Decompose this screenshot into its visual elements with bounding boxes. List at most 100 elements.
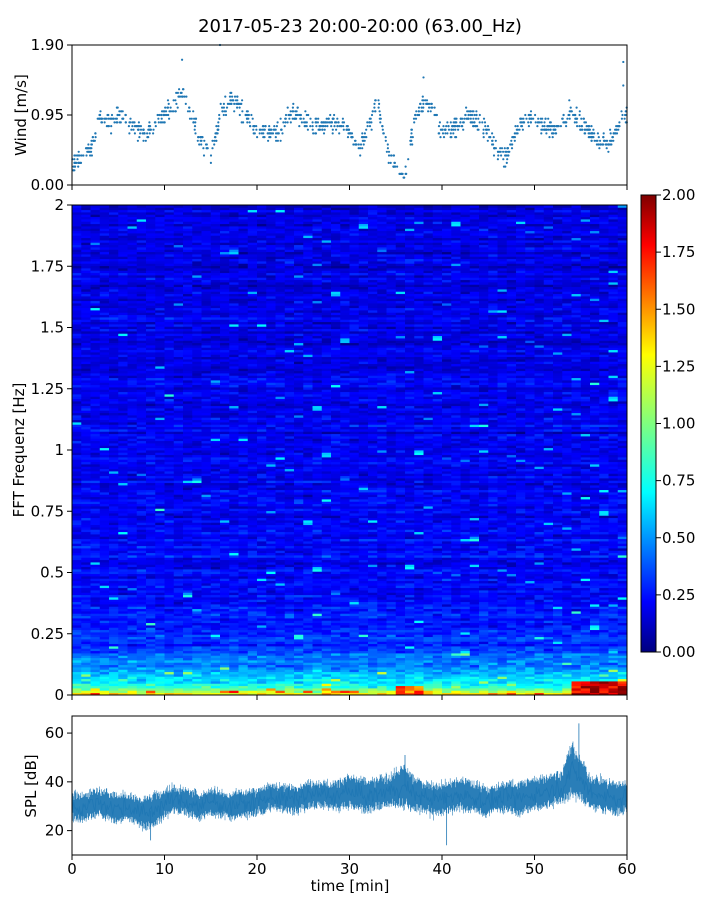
- spectrogram-cell: [81, 548, 91, 551]
- wind-point: [246, 110, 249, 113]
- spectrogram-cell: [164, 597, 175, 600]
- wind-point: [446, 132, 449, 135]
- spectrogram-cell: [192, 543, 202, 547]
- spectrogram-cell: [99, 543, 110, 547]
- spectrogram-cell: [506, 613, 517, 617]
- spectrogram-cell: [109, 629, 119, 633]
- spectrogram-cell: [99, 611, 110, 614]
- spectrogram-cell: [506, 545, 517, 549]
- spectrogram-cell: [118, 678, 128, 682]
- spectrogram-cell: [238, 543, 249, 547]
- spectrogram-cell: [127, 611, 138, 614]
- spectrogram-cell: [155, 599, 165, 603]
- spectrogram-cell: [173, 580, 184, 584]
- wind-point: [437, 125, 441, 128]
- spectrogram-cell: [81, 653, 91, 656]
- spectrogram-cell: [553, 590, 563, 593]
- spectrogram-cell: [109, 615, 119, 619]
- wind-point: [213, 143, 216, 146]
- spectrogram-cell: [266, 608, 276, 612]
- spectrogram-cell: [525, 657, 535, 661]
- spectrogram-cell: [173, 613, 184, 617]
- spectrogram-cell: [349, 606, 360, 610]
- wind-point: [483, 121, 487, 124]
- spectrogram-cell: [405, 627, 415, 631]
- spectrogram-cell: [442, 683, 452, 687]
- wind-point: [249, 125, 252, 128]
- spectrogram-cell: [192, 636, 202, 640]
- wind-point: [209, 161, 212, 164]
- spectrogram-cell: [164, 604, 175, 607]
- spectrogram-cell: [294, 625, 304, 628]
- spectrogram-cell: [506, 608, 517, 612]
- spectrogram-cell: [275, 592, 286, 596]
- wind-point: [439, 136, 442, 139]
- spectrogram-cell: [210, 627, 221, 631]
- spectrogram-cell: [183, 636, 193, 640]
- wind-point: [246, 113, 249, 117]
- spectrogram-cell: [331, 674, 341, 677]
- spectrogram-cell: [562, 583, 572, 586]
- spectrogram-cell: [294, 620, 304, 624]
- spectrogram-cell: [303, 576, 313, 579]
- spectrogram-cell: [247, 664, 258, 668]
- spectrogram-cell: [479, 634, 489, 638]
- spectrogram-cell: [497, 571, 508, 575]
- spectrogram-cell: [238, 662, 249, 666]
- spectrogram-cell: [617, 636, 628, 640]
- spectrogram-cell: [534, 674, 545, 677]
- spectrogram-cell: [479, 674, 489, 677]
- spectrogram-cell: [469, 636, 480, 640]
- wind-point: [267, 139, 270, 142]
- spectrogram-cell: [534, 562, 545, 565]
- spectrogram-cell: [266, 599, 276, 603]
- spectrogram-cell: [571, 550, 582, 554]
- spectrogram-cell: [183, 660, 193, 663]
- spectrogram-cell: [506, 660, 517, 663]
- spectrogram-cell: [516, 580, 526, 584]
- spectrogram-cell: [164, 543, 175, 547]
- spectrogram-cell: [90, 667, 101, 670]
- spectrogram-cell: [303, 564, 313, 568]
- spectrogram-cell: [423, 667, 434, 670]
- spectrogram-cell: [201, 543, 212, 547]
- spectrogram-cell: [183, 552, 193, 556]
- spectrogram-cell: [201, 639, 212, 642]
- spectrogram-cell: [118, 566, 128, 570]
- spectrogram-cell: [377, 688, 387, 691]
- spectrogram-cell: [368, 683, 378, 687]
- spectrogram-cell: [90, 564, 101, 568]
- spectrogram-cell: [127, 650, 138, 654]
- spectrogram-cell: [617, 601, 628, 605]
- wind-point: [234, 99, 238, 102]
- wind-point: [217, 125, 220, 128]
- spectrogram-cell: [155, 583, 165, 586]
- spectrogram-cell: [553, 685, 563, 689]
- spectrogram-cell: [590, 599, 600, 603]
- spectrogram-cell: [81, 613, 91, 617]
- wind-point: [72, 165, 75, 168]
- spectrogram-cell: [562, 636, 572, 640]
- spectrogram-cell: [562, 604, 572, 607]
- spectrogram-cell: [220, 550, 230, 554]
- spectrogram-cell: [460, 597, 471, 600]
- spectrogram-cell: [303, 688, 313, 691]
- spectrogram-cell: [164, 613, 175, 617]
- wind-point: [215, 139, 218, 142]
- wind-point: [605, 147, 608, 150]
- spectrogram-cell: [534, 676, 545, 680]
- wind-point: [274, 136, 277, 139]
- spectrogram-cell: [516, 557, 526, 561]
- spectrogram-cell: [118, 632, 128, 635]
- spectrogram-cell: [238, 615, 249, 619]
- spectrogram-cell: [155, 562, 165, 565]
- spectrogram-cell: [525, 688, 535, 691]
- spectrogram-cell: [451, 657, 461, 661]
- spectrogram-cell: [81, 569, 91, 572]
- spectrogram-cell: [303, 613, 313, 617]
- spectrogram-cell: [358, 580, 369, 584]
- wind-point: [417, 106, 421, 109]
- spectrogram-cell: [377, 646, 387, 649]
- spectrogram-cell: [432, 548, 443, 551]
- spectrogram-cell: [562, 622, 572, 626]
